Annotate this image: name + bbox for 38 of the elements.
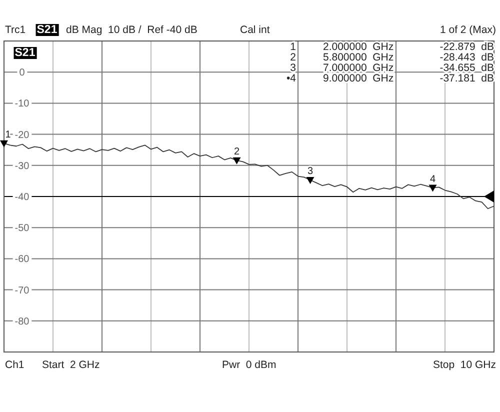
point (306, 177, 314, 184)
text: Trc1 (5, 24, 26, 36)
annotation: 7.000000 GHz (323, 62, 394, 74)
annotation: -34.655 dB (440, 62, 494, 74)
annotation: 2 (234, 146, 240, 158)
text: 1 of 2 (Max) (440, 24, 496, 36)
annotation: 3 (307, 166, 314, 178)
y-tick-label: -20 (14, 130, 30, 141)
annotation: 1 (290, 41, 296, 53)
text: Pwr 0 dBm (222, 359, 277, 371)
y-tick-label: -10 (14, 98, 30, 110)
text: Stop 10 GHz (432, 359, 496, 371)
y-tick-label: -70 (14, 285, 30, 296)
annotation: •4 (286, 72, 296, 84)
point (428, 184, 437, 192)
text: Start 2 GHz (42, 359, 100, 371)
y-tick-label: -60 (14, 254, 30, 266)
annotation: 5.800000 GHz (323, 52, 394, 64)
text: dB Mag 10 dB / Ref -40 dB (66, 24, 198, 36)
text: S21 (36, 24, 58, 36)
y-tick-label: -80 (14, 316, 30, 328)
text: Ch1 (5, 359, 24, 371)
y-tick-label: 0 (19, 68, 26, 79)
annotation: 2.000000 GHz (323, 41, 394, 53)
annotation: 3 (290, 62, 296, 74)
y-tick-label: -40 (14, 192, 30, 203)
point (232, 157, 241, 164)
annotation: 4 (430, 174, 436, 185)
y-tick-label: -50 (14, 223, 30, 234)
annotation: -22.879 dB (440, 41, 494, 53)
y-tick-label: -30 (14, 160, 30, 172)
annotation: S21 (14, 47, 36, 59)
annotation: -28.443 dB (440, 52, 494, 64)
annotation: 2 (290, 52, 296, 64)
annotation: -37.181 dB (440, 72, 494, 84)
annotation: 9.000000 GHz (323, 72, 394, 84)
text: Cal int (240, 24, 270, 36)
point (0, 140, 8, 148)
